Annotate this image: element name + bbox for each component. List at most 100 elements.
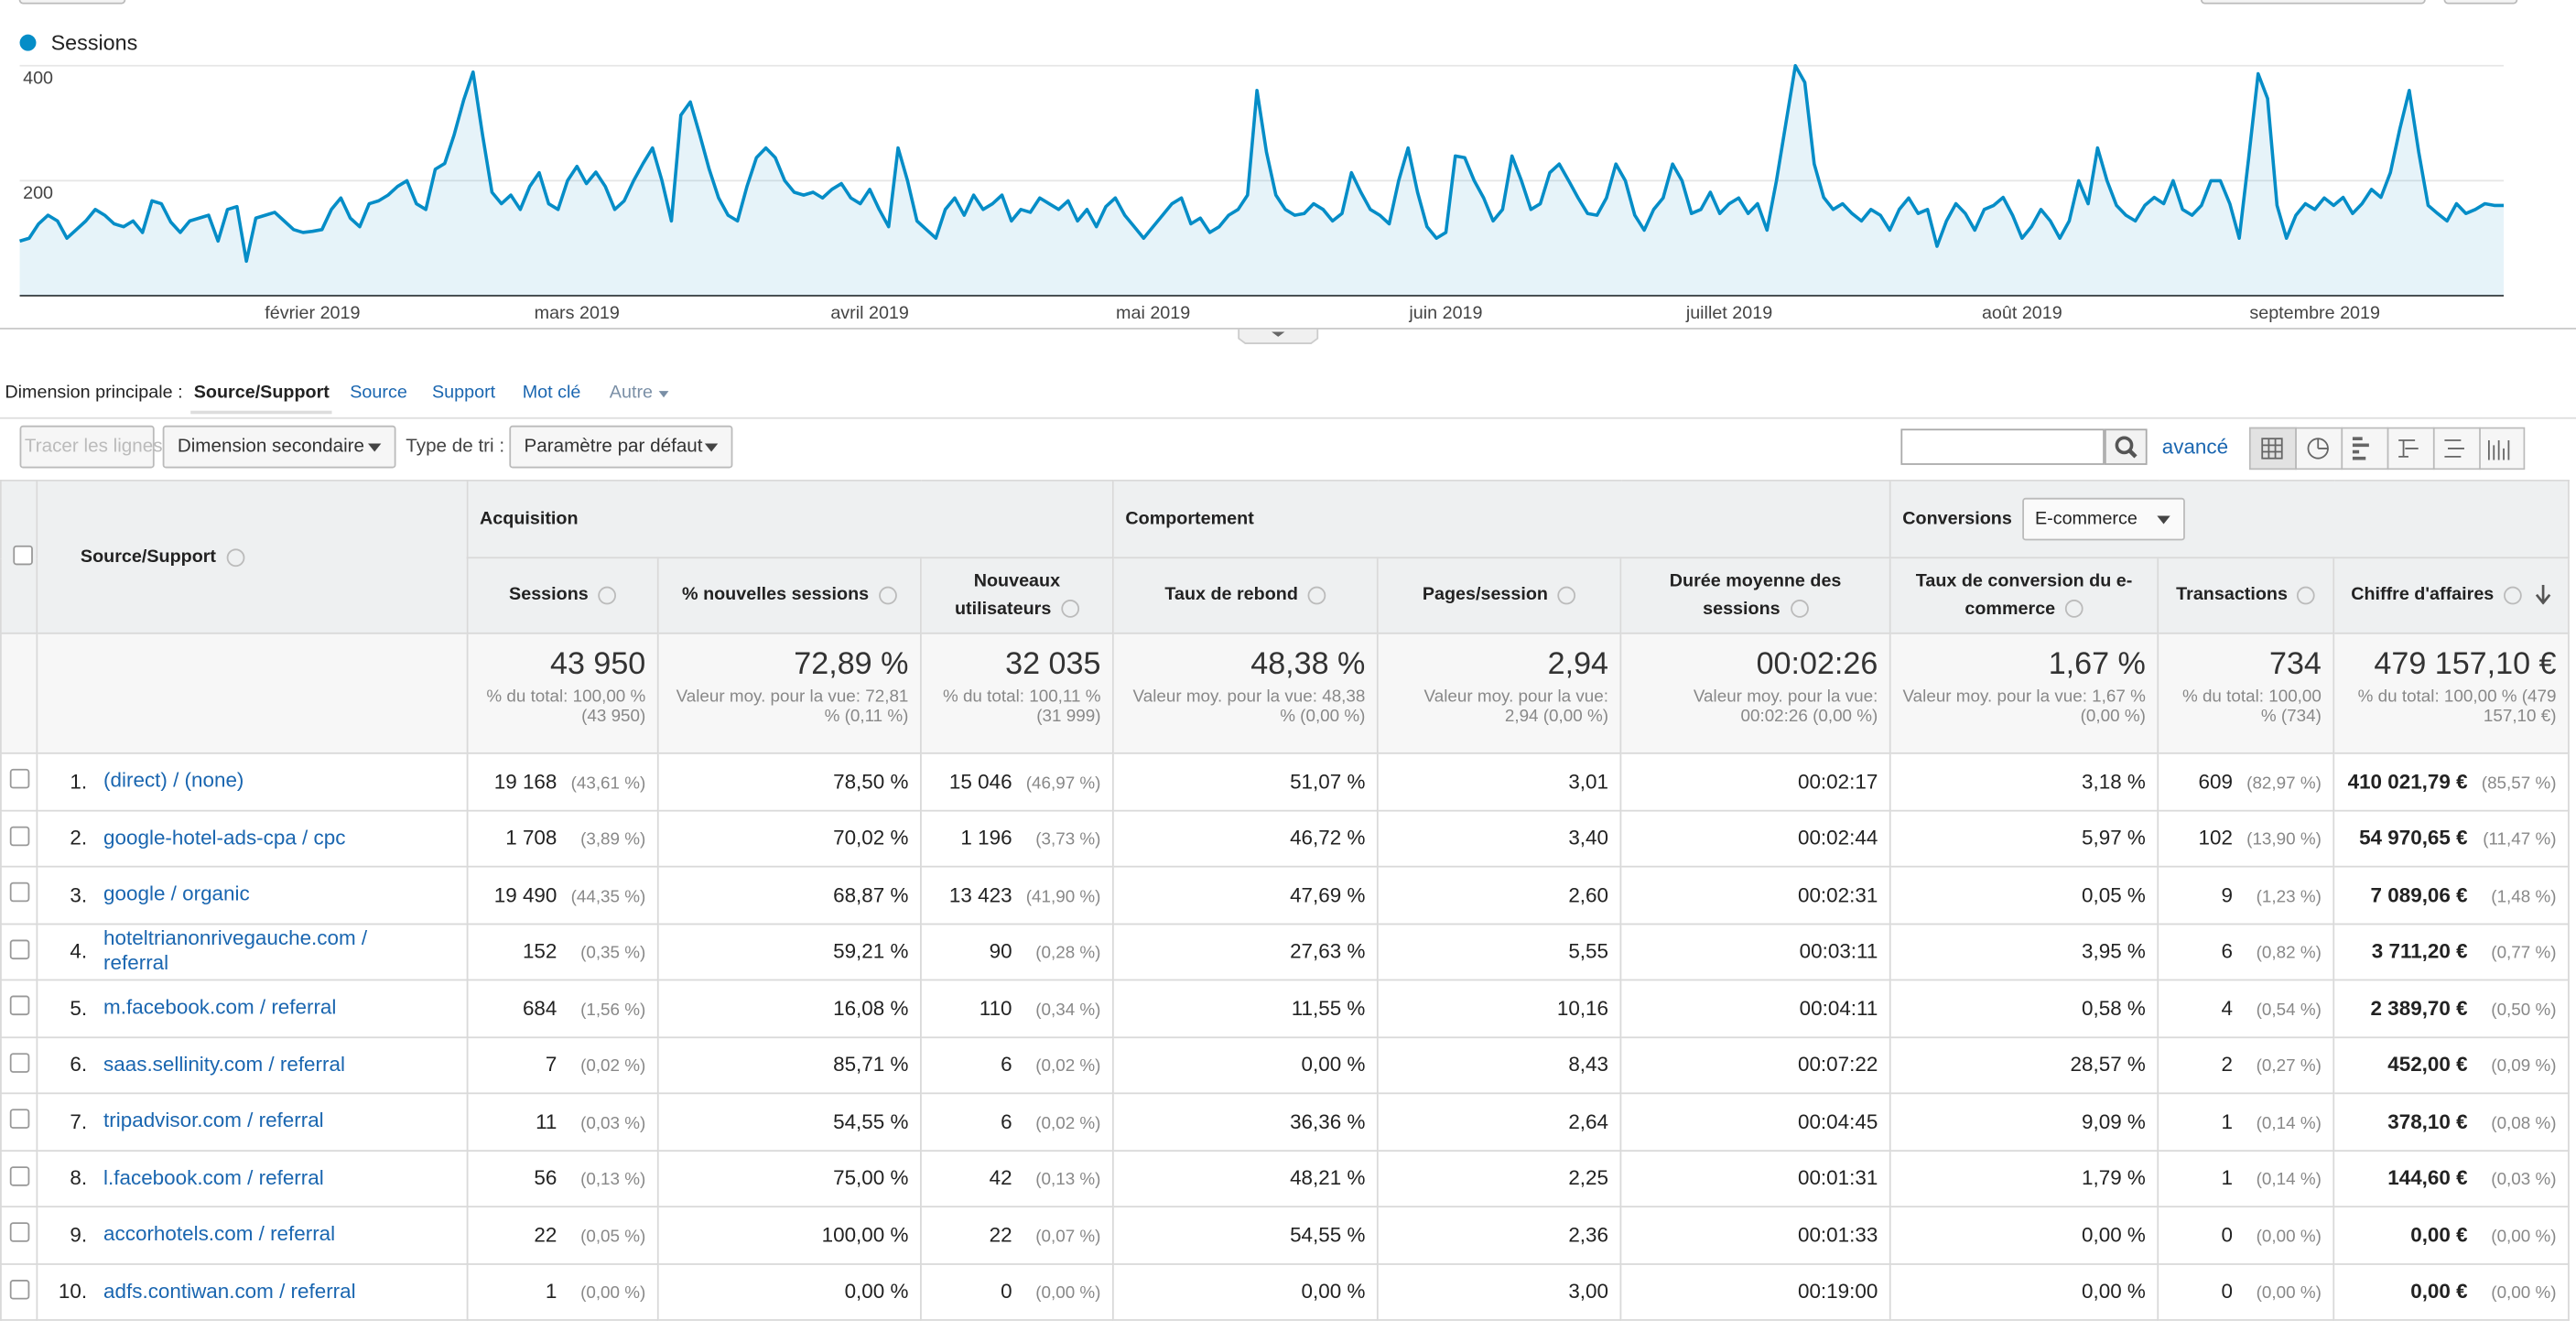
source-link[interactable]: tripadvisor.com / referral bbox=[103, 1109, 324, 1132]
metric-cell: 42 (0,13 %) bbox=[919, 1149, 1114, 1208]
column-header[interactable]: Durée moyenne des sessions bbox=[1619, 557, 1891, 634]
dimension-active[interactable]: Source/Support bbox=[193, 383, 330, 403]
column-header[interactable]: Pages/session bbox=[1376, 557, 1622, 634]
help-icon[interactable] bbox=[1557, 585, 1576, 604]
total-detail: % du total: 100,00 % (43 950) bbox=[486, 687, 646, 727]
checkbox[interactable] bbox=[8, 769, 29, 789]
metric-share: (3,73 %) bbox=[1035, 829, 1101, 850]
checkbox[interactable] bbox=[8, 1165, 29, 1186]
source-link[interactable]: (direct) / (none) bbox=[103, 769, 244, 793]
column-header[interactable]: Taux de conversion du e-commerce bbox=[1889, 557, 2159, 634]
column-header[interactable]: % nouvelles sessions bbox=[656, 557, 922, 634]
metric-cell: 90 (0,28 %) bbox=[919, 922, 1114, 981]
advanced-link[interactable]: avancé bbox=[2161, 435, 2229, 459]
checkbox[interactable] bbox=[8, 1279, 29, 1300]
metric-value: 2,36 bbox=[1568, 1223, 1609, 1247]
metric-cell: 0,00 % bbox=[1112, 1035, 1379, 1095]
total-detail: Valeur moy. pour la vue: 48,38 % (0,00 %… bbox=[1132, 687, 1366, 727]
metric-cell: 0,00 % bbox=[656, 1262, 922, 1321]
secondary-dimension-select[interactable]: Dimension secondaire bbox=[162, 425, 396, 469]
metric-cell: 0,00 % bbox=[1889, 1206, 2159, 1264]
metric-cell: 00:02:44 bbox=[1619, 808, 1891, 868]
help-icon[interactable] bbox=[2297, 585, 2316, 604]
source-link[interactable]: m.facebook.com / referral bbox=[103, 996, 337, 1020]
source-link[interactable]: accorhotels.com / referral bbox=[103, 1222, 336, 1246]
search-button[interactable] bbox=[2104, 428, 2148, 465]
checkbox[interactable] bbox=[8, 882, 29, 903]
help-icon[interactable] bbox=[2504, 585, 2522, 604]
source-link[interactable]: saas.sellinity.com / referral bbox=[103, 1052, 345, 1077]
source-link[interactable]: google / organic bbox=[103, 882, 250, 906]
column-header[interactable]: Taux de rebond bbox=[1112, 557, 1379, 634]
checkbox[interactable] bbox=[8, 996, 29, 1016]
metric-value: 48,21 % bbox=[1290, 1166, 1366, 1190]
sort-select[interactable]: Paramètre par défaut bbox=[509, 425, 733, 469]
metric-cell: 144,60 € (0,03 %) bbox=[2332, 1149, 2570, 1208]
chart-type-button[interactable] bbox=[2443, 0, 2518, 5]
help-icon[interactable] bbox=[1790, 600, 1809, 618]
dimension-option[interactable]: Autre bbox=[609, 383, 654, 403]
metric-value: 22 bbox=[534, 1223, 557, 1247]
source-link[interactable]: adfs.contiwan.com / referral bbox=[103, 1279, 356, 1303]
metric-share: (0,00 %) bbox=[580, 1283, 646, 1304]
help-icon[interactable] bbox=[598, 585, 617, 604]
search-input[interactable] bbox=[1900, 428, 2105, 465]
checkbox-cell bbox=[0, 1206, 38, 1264]
checkbox[interactable] bbox=[8, 1109, 29, 1130]
metric-share: (0,02 %) bbox=[580, 1056, 646, 1077]
dimension-option[interactable]: Mot clé bbox=[522, 383, 581, 403]
select-label: Paramètre par défaut bbox=[524, 437, 703, 457]
plot-rows-button[interactable]: Tracer les lignes bbox=[19, 425, 163, 469]
metric-value: 102 bbox=[2198, 827, 2233, 850]
toggle-active[interactable] bbox=[2248, 427, 2297, 471]
y-tick-label: 200 bbox=[23, 183, 53, 203]
data-row: 9. accorhotels.com / referral 22 (0,05 %) 10… bbox=[0, 1206, 2570, 1264]
metric-cell: 47,69 % bbox=[1112, 865, 1379, 925]
help-icon[interactable] bbox=[1061, 600, 1079, 618]
source-link[interactable]: l.facebook.com / referral bbox=[103, 1165, 324, 1189]
help-icon[interactable] bbox=[225, 547, 244, 567]
metric-cell: 00:03:11 bbox=[1619, 922, 1891, 981]
x-tick-label: mai 2019 bbox=[1116, 303, 1190, 323]
metric-cell: 9,09 % bbox=[1889, 1092, 2159, 1152]
column-title: Pages/session bbox=[1422, 584, 1548, 605]
conversion-select[interactable]: E-commerce bbox=[2021, 497, 2185, 541]
source-wrap: 4. hoteltrianonrivegauche.com / referral bbox=[44, 927, 455, 977]
checkbox[interactable] bbox=[8, 826, 29, 846]
metric-share: (3,89 %) bbox=[580, 829, 646, 850]
view-buttons[interactable] bbox=[2200, 0, 2426, 5]
dimension-option[interactable]: Support bbox=[431, 383, 496, 403]
column-header[interactable]: Sessions bbox=[466, 557, 659, 634]
column-header[interactable]: Transactions bbox=[2157, 557, 2335, 634]
total-value: 32 035 bbox=[1005, 647, 1101, 682]
metric-cell: 2,64 bbox=[1376, 1092, 1622, 1152]
checkbox[interactable] bbox=[13, 544, 33, 565]
dimension-option[interactable]: Source bbox=[350, 383, 407, 403]
metric-cell: 152 (0,35 %) bbox=[466, 922, 659, 981]
checkbox[interactable] bbox=[8, 1222, 29, 1243]
column-header[interactable]: Chiffre d'affaires bbox=[2332, 557, 2570, 634]
source-link[interactable]: google-hotel-ads-cpa / cpc bbox=[103, 826, 346, 849]
help-icon[interactable] bbox=[878, 585, 897, 604]
column-header[interactable]: Nouveaux utilisateurs bbox=[919, 557, 1114, 634]
checkbox[interactable] bbox=[8, 939, 29, 959]
metric-value: 54 970,65 € bbox=[2359, 827, 2468, 850]
metric-value: 6 bbox=[2221, 939, 2233, 964]
metric-button[interactable] bbox=[18, 0, 126, 5]
y-tick-label: 400 bbox=[23, 68, 53, 88]
metric-share: (0,14 %) bbox=[2256, 1113, 2322, 1133]
metric-value: 9 bbox=[2221, 883, 2233, 907]
series-line bbox=[19, 63, 2505, 264]
checkbox[interactable] bbox=[8, 1052, 29, 1073]
view-toggle bbox=[2248, 427, 2526, 471]
metric-cell: 110 (0,34 %) bbox=[919, 979, 1114, 1038]
metric-value: 00:04:11 bbox=[1799, 996, 1878, 1021]
row-rank: 9. bbox=[70, 1223, 88, 1247]
metric-value: 54,55 % bbox=[833, 1109, 909, 1133]
source-link[interactable]: hoteltrianonrivegauche.com / referral bbox=[103, 926, 368, 975]
total-detail: % du total: 100,11 % (31 999) bbox=[942, 687, 1101, 727]
metric-cell: 5,97 % bbox=[1889, 808, 2159, 868]
help-icon[interactable] bbox=[1307, 585, 1326, 604]
metric-cell: 0,00 € (0,00 %) bbox=[2332, 1206, 2570, 1264]
help-icon[interactable] bbox=[2064, 600, 2084, 618]
